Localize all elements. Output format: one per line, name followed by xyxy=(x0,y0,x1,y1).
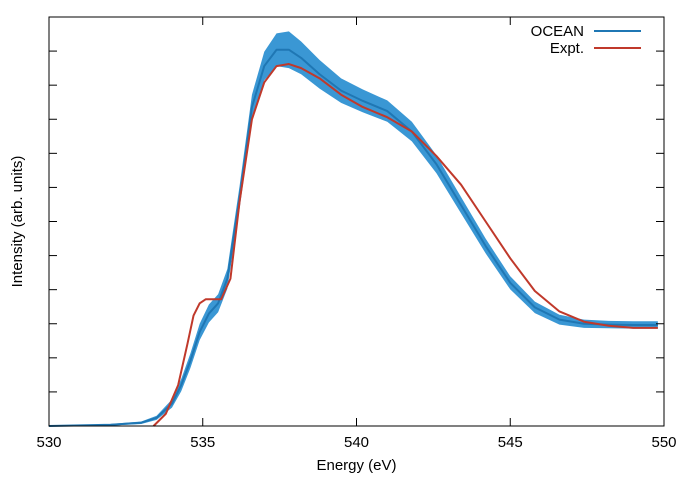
legend-label-ocean: OCEAN xyxy=(531,23,584,40)
x-tick-label: 550 xyxy=(651,434,676,451)
series-band-ocean xyxy=(49,31,658,426)
x-tick-label: 540 xyxy=(344,434,369,451)
x-axis-label: Energy (eV) xyxy=(316,457,396,474)
x-tick-label: 545 xyxy=(498,434,523,451)
y-axis-label: Intensity (arb. units) xyxy=(9,156,26,288)
plot-frame xyxy=(48,16,665,427)
x-tick-label: 535 xyxy=(190,434,215,451)
series-line-expt- xyxy=(152,63,658,427)
x-tick-label: 530 xyxy=(36,434,61,451)
axes: 530 535 540 545 550 xyxy=(36,16,677,451)
plot-area xyxy=(48,31,658,427)
legend-label-expt-: Expt. xyxy=(550,40,584,57)
series-line-ocean xyxy=(48,48,658,427)
